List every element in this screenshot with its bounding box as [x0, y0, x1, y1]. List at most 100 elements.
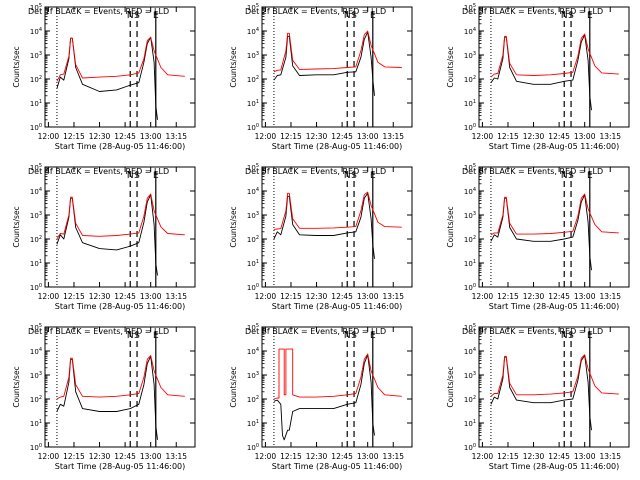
plot-frame	[478, 6, 630, 128]
y-tick-label: 103	[30, 371, 42, 380]
x-tick-label: 12:00	[38, 132, 60, 141]
events-curve	[56, 194, 158, 276]
y-axis-label: Counts/sec	[12, 206, 21, 247]
y-tick-label: 102	[30, 235, 42, 244]
x-tick-label: 12:15	[63, 452, 85, 461]
y-tick-label: 100	[464, 283, 476, 292]
lld-curve	[56, 36, 185, 82]
x-tick-label: 13:15	[382, 292, 404, 301]
y-tick-label: 101	[30, 99, 42, 108]
panel-title: Det 1f BLACK = Events, RED = LLD	[28, 7, 169, 16]
x-axis-label: Start Time (28-Aug-05 11:46:00)	[55, 302, 186, 311]
y-axis-label: Counts/sec	[446, 206, 455, 247]
lld-curve	[490, 33, 619, 78]
x-axis-label: Start Time (28-Aug-05 11:46:00)	[489, 462, 620, 471]
marker-label-s: S	[351, 331, 357, 341]
lld-curve	[490, 193, 619, 236]
plot-frame	[44, 166, 196, 288]
y-tick-label: 101	[30, 259, 42, 268]
y-axis-label: Counts/sec	[446, 46, 455, 87]
y-tick-label: 103	[464, 371, 476, 380]
x-axis-label: Start Time (28-Aug-05 11:46:00)	[489, 302, 620, 311]
x-tick-label: 12:45	[331, 132, 353, 141]
marker-label-s: S	[568, 171, 574, 181]
x-tick-label: 12:45	[548, 292, 570, 301]
y-tick-label: 103	[464, 211, 476, 220]
x-axis-label: Start Time (28-Aug-05 11:46:00)	[272, 142, 403, 151]
marker-label-s: S	[134, 11, 140, 21]
x-tick-label: 12:30	[306, 132, 328, 141]
x-tick-label: 13:00	[574, 132, 596, 141]
y-tick-label: 104	[30, 187, 42, 196]
y-tick-label: 100	[464, 443, 476, 452]
y-tick-label: 102	[464, 235, 476, 244]
lld-curve	[273, 191, 402, 230]
x-tick-label: 13:15	[165, 292, 187, 301]
y-tick-label: 105	[30, 163, 42, 172]
x-tick-label: 12:00	[472, 292, 494, 301]
y-tick-label: 105	[464, 3, 476, 12]
y-tick-label: 105	[247, 3, 259, 12]
panel-title: Det 8f BLACK = Events, RED = LLD	[245, 327, 386, 336]
x-axis-label: Start Time (28-Aug-05 11:46:00)	[272, 302, 403, 311]
y-tick-label: 100	[247, 283, 259, 292]
y-tick-label: 101	[247, 419, 259, 428]
plot-frame	[44, 6, 196, 128]
x-tick-label: 13:00	[357, 132, 379, 141]
marker-label-n: N	[561, 171, 568, 181]
y-tick-label: 102	[464, 395, 476, 404]
y-axis-label: Counts/sec	[229, 46, 238, 87]
marker-label-e: E	[370, 11, 376, 21]
panel-title: Det 5f BLACK = Events, RED = LLD	[245, 167, 386, 176]
y-tick-label: 102	[247, 75, 259, 84]
marker-label-s: S	[568, 11, 574, 21]
x-tick-label: 12:30	[523, 132, 545, 141]
y-tick-label: 104	[247, 347, 259, 356]
x-tick-label: 12:30	[306, 452, 328, 461]
x-tick-label: 12:30	[89, 452, 111, 461]
marker-label-n: N	[127, 11, 134, 21]
x-tick-label: 12:00	[38, 452, 60, 461]
marker-label-e: E	[587, 171, 593, 181]
plot-frame	[261, 326, 413, 448]
lld-curve	[490, 354, 619, 397]
y-tick-label: 103	[247, 211, 259, 220]
x-tick-label: 12:15	[497, 132, 519, 141]
x-tick-label: 12:15	[280, 452, 302, 461]
y-tick-label: 100	[30, 123, 42, 132]
x-tick-label: 13:00	[140, 132, 162, 141]
x-tick-label: 13:00	[140, 452, 162, 461]
x-tick-label: 12:30	[89, 132, 111, 141]
x-tick-label: 12:45	[114, 452, 136, 461]
lld-curve	[273, 30, 402, 73]
x-axis-label: Start Time (28-Aug-05 11:46:00)	[489, 142, 620, 151]
y-tick-label: 100	[30, 283, 42, 292]
y-tick-label: 104	[30, 27, 42, 36]
events-curve	[56, 355, 158, 440]
marker-label-n: N	[344, 331, 351, 341]
events-curve	[490, 194, 592, 271]
marker-label-s: S	[351, 171, 357, 181]
x-tick-label: 12:00	[472, 132, 494, 141]
lld-curve	[273, 348, 402, 400]
y-tick-label: 101	[464, 259, 476, 268]
y-tick-label: 101	[464, 419, 476, 428]
y-tick-label: 103	[247, 371, 259, 380]
panel-title: Det 9f BLACK = Events, RED = LLD	[462, 327, 603, 336]
events-curve	[56, 36, 158, 120]
y-tick-label: 104	[464, 27, 476, 36]
x-tick-label: 13:00	[140, 292, 162, 301]
x-axis-label: Start Time (28-Aug-05 11:46:00)	[55, 142, 186, 151]
lld-curve	[56, 355, 185, 400]
x-tick-label: 12:15	[63, 132, 85, 141]
x-axis-label: Start Time (28-Aug-05 11:46:00)	[55, 462, 186, 471]
x-tick-label: 12:45	[114, 292, 136, 301]
x-tick-label: 13:00	[357, 452, 379, 461]
x-tick-label: 12:15	[280, 292, 302, 301]
